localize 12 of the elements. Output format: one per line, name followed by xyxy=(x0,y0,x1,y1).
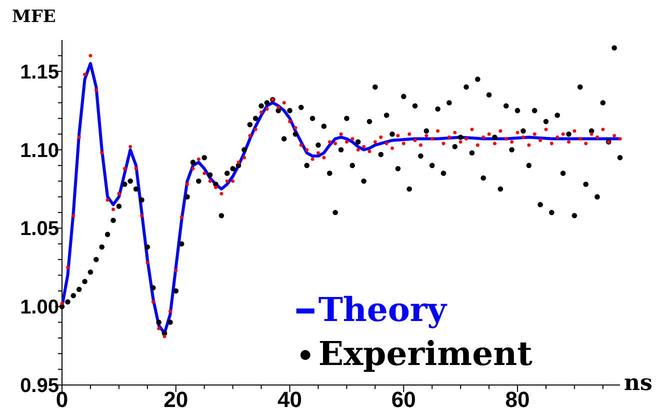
x-tick-label: 80 xyxy=(505,387,530,412)
x-tick-label: 20 xyxy=(164,387,188,412)
legend-label: Experiment xyxy=(318,334,534,373)
legend-label: Theory xyxy=(318,290,448,329)
y-tick-label: 1.05 xyxy=(20,218,59,240)
y-tick-label: 1.00 xyxy=(20,296,59,319)
y-tick-label: 1.10 xyxy=(20,140,59,162)
x-tick-label: 60 xyxy=(391,387,416,412)
y-tick-label: 1.15 xyxy=(20,61,59,84)
x-tick-label: 40 xyxy=(278,387,302,412)
y-axis-title: MFE xyxy=(12,7,56,27)
x-axis-title: ns xyxy=(624,370,652,396)
